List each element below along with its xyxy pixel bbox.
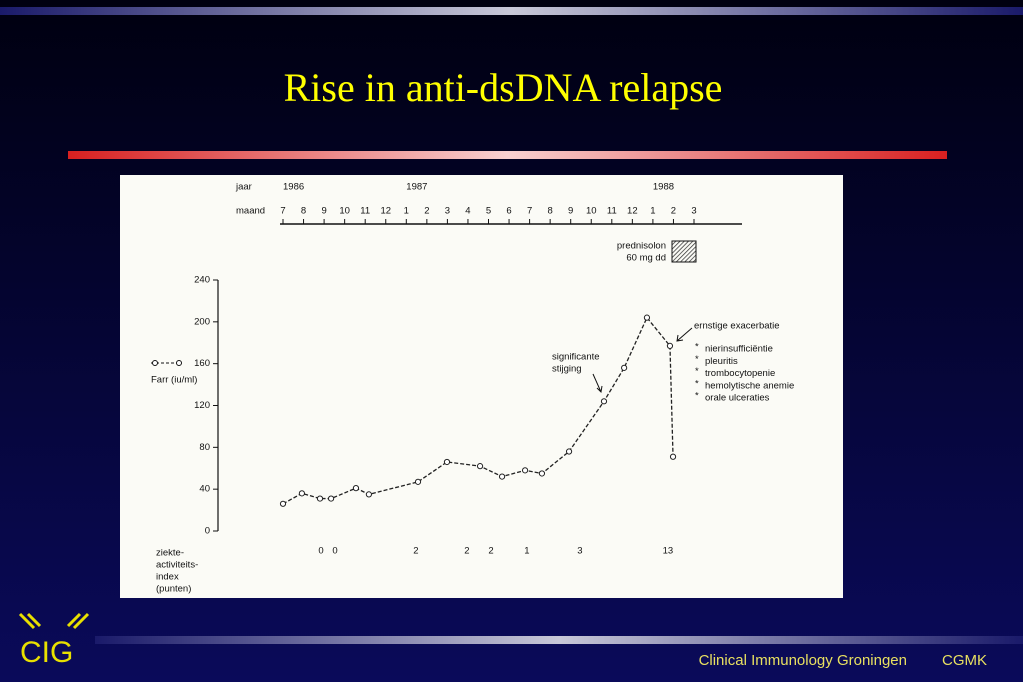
y-tick-label: 200 <box>194 316 210 327</box>
y-tick-label: 40 <box>199 484 210 495</box>
annotation-arrow <box>592 373 603 394</box>
data-point <box>669 453 677 460</box>
x-tick-label: 9 <box>568 206 573 217</box>
year-label: 1987 <box>406 182 427 193</box>
x-tick-label: 1 <box>404 206 409 217</box>
axis-label: maand <box>236 206 265 217</box>
x-tick-label: 9 <box>321 206 326 217</box>
bottom-bar <box>95 636 1023 644</box>
x-tick-label: 8 <box>301 206 306 217</box>
x-tick-label: 5 <box>486 206 491 217</box>
index-label: (punten) <box>156 584 191 595</box>
data-point <box>298 490 306 497</box>
data-point <box>666 342 674 349</box>
logo <box>18 612 90 630</box>
index-label: ziekte- <box>156 548 184 559</box>
axis-label: jaar <box>235 182 252 193</box>
data-point <box>621 364 628 371</box>
data-point <box>643 314 651 321</box>
x-tick-label: 3 <box>445 206 450 217</box>
legend-text: 60 mg dd <box>626 253 666 264</box>
x-tick-label: 10 <box>339 206 350 217</box>
index-label: activiteits- <box>156 560 198 571</box>
chart: jaar maand prednisolon 60 mg dd Farr (iu… <box>120 175 843 598</box>
annotation-arrow <box>676 327 693 342</box>
y-tick-label: 160 <box>194 358 210 369</box>
annotation: orale ulceraties <box>705 393 770 404</box>
bullet: * <box>695 342 699 353</box>
y-tick-label: 120 <box>194 400 210 411</box>
annotation: significante <box>552 352 600 363</box>
year-label: 1988 <box>653 182 674 193</box>
bullet: * <box>695 366 699 377</box>
data-point <box>476 463 484 470</box>
index-value: 2 <box>488 546 493 557</box>
title-rule <box>68 151 947 159</box>
x-tick-label: 6 <box>506 206 511 217</box>
legend-marker <box>152 360 158 366</box>
data-point <box>316 495 324 502</box>
slide-title: Rise in anti-dsDNA relapse <box>284 65 723 110</box>
legend-marker <box>176 360 182 366</box>
legend-text: Farr (iu/ml) <box>151 375 197 386</box>
data-point <box>600 398 608 405</box>
annotation: trombocytopenie <box>705 368 775 379</box>
data-point <box>327 495 335 502</box>
x-tick-label: 3 <box>691 206 696 217</box>
chart-background <box>120 175 843 598</box>
x-tick-label: 4 <box>465 206 470 217</box>
index-value: 0 <box>318 546 323 557</box>
index-value: 1 <box>524 546 529 557</box>
x-tick-label: 10 <box>586 206 597 217</box>
annotation: stijging <box>552 364 582 375</box>
year-label: 1986 <box>283 182 304 193</box>
x-tick-label: 8 <box>548 206 553 217</box>
data-point <box>538 470 546 477</box>
x-tick-label: 7 <box>527 206 532 217</box>
bullet: * <box>695 378 699 389</box>
x-tick-label: 2 <box>671 206 676 217</box>
x-tick-label: 11 <box>607 206 617 217</box>
index-value: 0 <box>332 546 337 557</box>
index-value: 3 <box>577 546 582 557</box>
footer-text: CGMK <box>942 652 987 669</box>
footer-text: Clinical Immunology Groningen <box>699 652 907 669</box>
x-tick-label: 12 <box>380 206 391 217</box>
data-point <box>498 473 506 480</box>
data-point <box>279 500 287 507</box>
annotation: nierinsufficiëntie <box>705 344 773 355</box>
top-bar <box>0 7 1023 15</box>
data-point <box>521 467 529 474</box>
x-tick-label: 11 <box>360 206 370 217</box>
index-label: index <box>156 572 179 583</box>
x-tick-label: 1 <box>650 206 655 217</box>
data-point <box>365 491 372 498</box>
data-point <box>443 458 451 466</box>
x-tick-label: 2 <box>424 206 429 217</box>
annotation: ernstige exacerbatie <box>694 321 780 332</box>
index-value: 2 <box>413 546 418 557</box>
x-tick-label: 12 <box>627 206 638 217</box>
y-tick-label: 80 <box>199 442 210 453</box>
legend-text: prednisolon <box>617 241 666 252</box>
y-tick-label: 240 <box>194 275 210 286</box>
logo-text: CIG <box>20 636 73 669</box>
x-tick-label: 7 <box>280 206 285 217</box>
data-point <box>414 478 422 485</box>
index-value: 13 <box>663 546 674 557</box>
y-tick-label: 0 <box>205 526 210 537</box>
bullet: * <box>695 391 699 402</box>
treatment-swatch <box>671 240 697 263</box>
annotation: hemolytische anemie <box>705 380 794 391</box>
annotation: pleuritis <box>705 356 738 367</box>
index-value: 2 <box>464 546 469 557</box>
data-point <box>565 448 573 455</box>
bullet: * <box>695 354 699 365</box>
data-point <box>352 485 360 492</box>
